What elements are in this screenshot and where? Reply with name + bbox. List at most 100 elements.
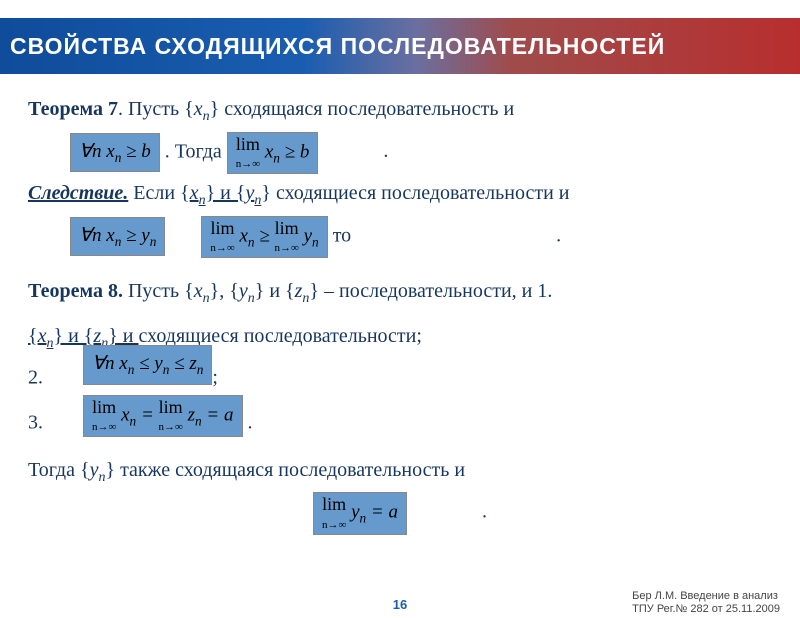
text: то (333, 224, 351, 246)
lim-top: lim (275, 218, 299, 238)
var: x (106, 225, 114, 246)
var: x (235, 225, 248, 246)
corollary: Следствие. Если {xn} и {yn} сходящиеся п… (28, 178, 772, 212)
sub: n (47, 336, 54, 351)
lim: lim n→∞ (322, 496, 346, 530)
lim-under: n→∞ (275, 242, 299, 254)
text: } и { (255, 280, 295, 302)
dot: ; (212, 366, 218, 388)
sub: n (197, 362, 204, 377)
slide-content: Теорема 7. Пусть {xn} сходящаяся последо… (0, 74, 800, 535)
corollary-line2: ∀n xn ≥ yn limn→∞ xn ≥ limn→∞ yn то . (28, 216, 772, 258)
lim: lim n→∞ (210, 220, 234, 254)
formula-limx-eq-limz: limn→∞ xn = limn→∞ zn = a (83, 395, 243, 437)
text: Если { (128, 182, 189, 204)
slide-title: СВОЙСТВА СХОДЯЩИХСЯ ПОСЛЕДОВАТЕЛЬНОСТЕЙ (10, 33, 665, 60)
formula-lim-yn-eq-a: limn→∞ yn = a (313, 492, 407, 534)
theorem-8: Теорема 8. Пусть {xn}, {yn} и {zn} – пос… (28, 276, 772, 310)
text: . Тогда (165, 140, 227, 162)
forall: ∀n (92, 353, 119, 374)
formula-squeeze: ∀n xn ≤ yn ≤ zn (83, 345, 212, 384)
lim: limn→∞ (92, 399, 116, 433)
formula-lim-xn-geq-b: limn→∞ xn ≥ b (227, 132, 319, 174)
var: x (260, 141, 273, 162)
theorem-8-item3: 3. limn→∞ xn = limn→∞ zn = a . (28, 403, 772, 445)
sub-n: n (199, 193, 206, 208)
sub: n (203, 291, 210, 306)
text: Тогда { (28, 459, 90, 481)
var: y (346, 502, 359, 523)
footer-line1: Бер Л.М. Введение в анализ (632, 590, 780, 603)
seq-x: x (38, 325, 47, 347)
sub: n (248, 234, 255, 249)
lim-top: lim (322, 494, 346, 514)
forall: ∀n (79, 225, 106, 246)
dot: . (248, 411, 253, 433)
lim: limn→∞ (236, 136, 260, 170)
footer: Бер Л.М. Введение в анализ ТПУ Рег.№ 282… (632, 590, 780, 616)
var: z (183, 404, 195, 425)
lim: lim n→∞ (275, 220, 299, 254)
theorem-7-line2: ∀n xn ≥ b . Тогда limn→∞ xn ≥ b . (28, 132, 772, 174)
sub: n (248, 291, 255, 306)
text: }, { (210, 280, 239, 302)
page-number: 16 (393, 597, 407, 612)
lim-top: lim (211, 218, 235, 238)
var: x (116, 404, 129, 425)
theorem-8-item2: 2. ∀n xn ≤ yn ≤ zn ; (28, 359, 772, 398)
lim-under: n→∞ (322, 519, 346, 531)
text: { (28, 325, 38, 347)
sub: n (312, 234, 319, 249)
var: x (119, 353, 127, 374)
sub: n (273, 150, 280, 165)
corollary-label: Следствие. (28, 182, 128, 204)
text: . Пусть { (118, 98, 194, 120)
seq-x: x (190, 182, 199, 204)
theorem-8-label: Теорема 8. (28, 280, 123, 302)
rel: ≥ (255, 225, 275, 246)
lim-top: lim (236, 134, 260, 154)
var: z (189, 353, 196, 374)
text: } и { (54, 325, 94, 347)
text: Пусть { (123, 280, 194, 302)
theorem-7-label: Теорема 7 (28, 98, 118, 120)
title-bar: СВОЙСТВА СХОДЯЩИХСЯ ПОСЛЕДОВАТЕЛЬНОСТЕЙ (0, 18, 800, 74)
seq-x: x (194, 280, 203, 302)
var: y (154, 353, 162, 374)
rel: ≥ b (121, 141, 150, 162)
eq: = (136, 404, 158, 425)
theorem-8-final-formula: limn→∞ yn = a . (28, 492, 772, 534)
sub-n: n (203, 109, 210, 124)
eq-a: = a (202, 404, 234, 425)
item-num: 3. (28, 411, 43, 433)
rel: ≤ (134, 353, 154, 374)
theorem-7: Теорема 7. Пусть {xn} сходящаяся последо… (28, 94, 772, 128)
sub: n (195, 413, 202, 428)
text: } и { (206, 182, 246, 204)
dot: . (556, 224, 561, 246)
seq-x: x (194, 98, 203, 120)
sub: n (150, 234, 157, 249)
forall: ∀n (79, 141, 106, 162)
formula-xn-geq-b: ∀n xn ≥ b (70, 133, 160, 172)
text: } – последовательности, и 1. (309, 280, 552, 302)
text: } сходящиеся последовательности и (261, 182, 569, 204)
lim-under: n→∞ (159, 421, 183, 433)
text: } также сходящаяся последовательность и (105, 459, 465, 481)
lim-under: n→∞ (92, 421, 116, 433)
var: y (299, 225, 312, 246)
lim-top: lim (159, 397, 183, 417)
formula-xn-geq-yn: ∀n xn ≥ yn (70, 217, 165, 256)
rel: ≥ b (280, 141, 309, 162)
formula-limx-geq-limy: limn→∞ xn ≥ limn→∞ yn (201, 216, 327, 258)
var: x (106, 141, 114, 162)
text: . (383, 140, 388, 162)
lim: lim n→∞ (159, 399, 183, 433)
dot: . (482, 501, 487, 523)
lim-under: n→∞ (210, 242, 234, 254)
text: } и сходящиеся последовательности; (108, 325, 422, 347)
item-num: 2. (28, 366, 43, 388)
text: } сходящаяся последовательность и (210, 98, 515, 120)
rel: ≤ (169, 353, 189, 374)
rel: ≥ (121, 225, 141, 246)
